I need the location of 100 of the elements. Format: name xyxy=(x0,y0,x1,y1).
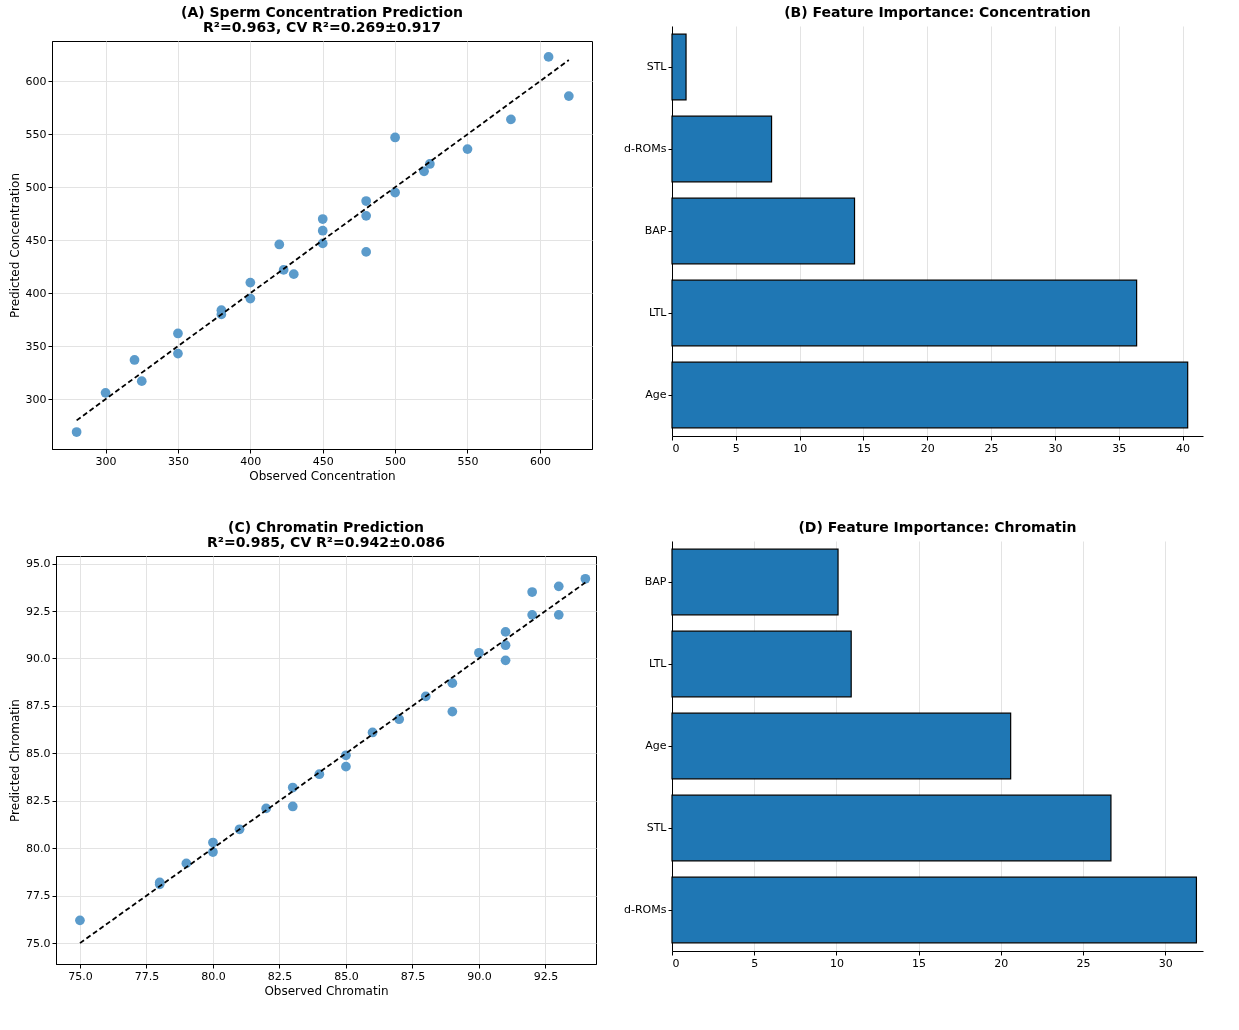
x-axis-title: Observed Chromatin xyxy=(264,983,389,998)
x-tick-label: 87.5 xyxy=(400,969,426,983)
point xyxy=(506,114,516,125)
y-tick-label: 90.0 xyxy=(26,651,51,665)
y-tick-label: BAP xyxy=(644,224,667,237)
y-tick-label: Age xyxy=(645,739,667,752)
point xyxy=(419,166,429,177)
y-tick-label: d-ROMs xyxy=(624,142,667,155)
y-tick-label: 75.0 xyxy=(26,936,51,950)
x-tick-label: 40 xyxy=(1176,441,1191,455)
y-tick-label: 85.0 xyxy=(26,746,51,760)
point xyxy=(390,132,400,143)
point xyxy=(317,214,328,224)
chart-title: (C) Chromatin Prediction xyxy=(228,519,424,535)
x-tick-label: 350 xyxy=(167,454,189,468)
point xyxy=(71,427,82,437)
point xyxy=(553,581,564,592)
point xyxy=(245,293,256,304)
point xyxy=(527,587,538,597)
y-axis-title: Predicted Concentration xyxy=(7,172,22,319)
y-tick-label: 80.0 xyxy=(26,841,51,855)
y-tick-label: d-ROMs xyxy=(624,903,667,916)
y-tick-label: LTL xyxy=(649,657,668,670)
point xyxy=(317,225,328,236)
x-tick-label: 5 xyxy=(751,956,759,970)
point xyxy=(361,196,372,206)
y-tick-label: LTL xyxy=(649,306,668,319)
x-tick-label: 30 xyxy=(1158,956,1173,970)
y-tick-label: 350 xyxy=(25,339,47,353)
point xyxy=(563,91,574,101)
y-tick-label: STL xyxy=(646,60,668,73)
x-tick-label: 25 xyxy=(1076,956,1091,970)
x-tick-label: 92.5 xyxy=(533,969,559,983)
point xyxy=(580,573,591,584)
point xyxy=(274,239,285,250)
point xyxy=(129,355,140,365)
point xyxy=(173,328,183,339)
x-tick-label: 30 xyxy=(1048,441,1063,455)
point xyxy=(75,915,85,926)
x-tick-label: 450 xyxy=(312,454,334,468)
point xyxy=(288,269,299,280)
point xyxy=(287,801,298,812)
point xyxy=(500,640,511,651)
x-axis-title: Observed Concentration xyxy=(249,468,396,483)
y-tick-label: STL xyxy=(646,821,668,834)
x-tick-label: 5 xyxy=(732,441,740,455)
point xyxy=(447,706,458,717)
point xyxy=(361,210,372,221)
point xyxy=(500,627,511,637)
point xyxy=(447,678,458,689)
point xyxy=(390,187,400,198)
chart-subtitle: R²=0.963, CV R²=0.269±0.917 xyxy=(202,19,442,35)
point xyxy=(553,609,564,620)
y-tick-label: 600 xyxy=(25,74,47,88)
point xyxy=(245,277,256,288)
x-tick-label: 20 xyxy=(920,441,935,455)
x-tick-label: 15 xyxy=(912,956,927,970)
chart-title: (B) Feature Importance: Concentration xyxy=(784,4,1091,20)
point xyxy=(543,52,554,62)
point xyxy=(474,647,484,658)
chart-title: (D) Feature Importance: Chromatin xyxy=(798,519,1077,535)
x-tick-label: 77.5 xyxy=(134,969,160,983)
y-tick-label: 400 xyxy=(25,286,47,300)
y-tick-label: 550 xyxy=(25,127,47,141)
x-tick-label: 600 xyxy=(529,454,551,468)
point xyxy=(208,837,218,848)
x-tick-label: 35 xyxy=(1112,441,1127,455)
point xyxy=(500,655,511,666)
x-tick-label: 82.5 xyxy=(267,969,293,983)
chart-subtitle: R²=0.985, CV R²=0.942±0.086 xyxy=(206,534,446,550)
y-tick-label: BAP xyxy=(644,575,667,588)
x-tick-label: 25 xyxy=(984,441,999,455)
y-tick-label: 82.5 xyxy=(26,794,51,808)
x-tick-label: 10 xyxy=(793,441,808,455)
x-tick-label: 75.0 xyxy=(68,969,93,983)
y-tick-label: 450 xyxy=(25,233,47,247)
x-tick-label: 85.0 xyxy=(334,969,359,983)
y-axis-title: Predicted Chromatin xyxy=(8,699,23,822)
x-tick-label: 80.0 xyxy=(201,969,226,983)
point xyxy=(527,609,538,620)
x-tick-label: 0 xyxy=(672,956,680,970)
x-tick-label: 20 xyxy=(994,956,1009,970)
y-tick-label: 300 xyxy=(25,392,47,406)
point xyxy=(173,348,183,359)
x-tick-label: 90.0 xyxy=(467,969,492,983)
x-tick-label: 15 xyxy=(856,441,871,455)
point xyxy=(361,247,372,257)
x-tick-label: 10 xyxy=(829,956,844,970)
point xyxy=(136,376,147,387)
y-tick-label: 77.5 xyxy=(26,889,51,903)
y-tick-label: 95.0 xyxy=(26,557,51,571)
y-tick-label: Age xyxy=(645,388,667,401)
x-tick-label: 400 xyxy=(240,454,262,468)
x-tick-label: 300 xyxy=(95,454,117,468)
chart-title: (A) Sperm Concentration Prediction xyxy=(181,4,463,20)
x-tick-label: 500 xyxy=(385,454,407,468)
point xyxy=(341,761,351,772)
y-tick-label: 87.5 xyxy=(26,699,51,713)
point xyxy=(462,144,473,154)
y-tick-label: 92.5 xyxy=(26,604,51,618)
